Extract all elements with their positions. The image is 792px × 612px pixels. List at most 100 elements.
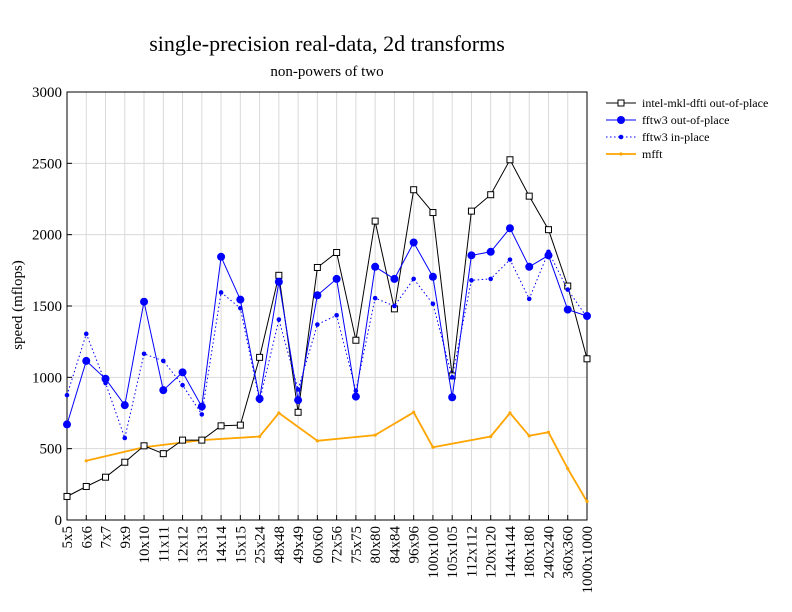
- data-point: [430, 301, 436, 307]
- data-point: [506, 156, 514, 164]
- data-point: [546, 430, 551, 434]
- data-point: [159, 386, 168, 395]
- x-tick-label: 144x144: [503, 526, 519, 579]
- x-tick-label: 10x10: [137, 526, 153, 564]
- x-tick-label: 240x240: [541, 526, 557, 579]
- x-tick-label: 105x105: [445, 526, 461, 579]
- data-point: [315, 322, 320, 327]
- data-point: [140, 442, 148, 450]
- series-line: [66, 250, 588, 440]
- data-point: [64, 392, 70, 398]
- data-point: [583, 355, 591, 363]
- data-point: [527, 434, 531, 438]
- x-tick-label: 360x360: [561, 526, 577, 579]
- data-point: [618, 134, 624, 140]
- legend-item: fftw3 in-place: [606, 130, 709, 144]
- data-point: [563, 305, 572, 314]
- x-tick-label: 84x84: [387, 526, 403, 564]
- chart-subtitle: non-powers of two: [270, 64, 383, 80]
- legend: intel-mkl-dfti out-of-place fftw3 out-of-…: [606, 96, 768, 161]
- data-point: [198, 436, 206, 444]
- data-point: [469, 278, 474, 283]
- data-point: [313, 263, 321, 271]
- data-point: [390, 274, 399, 283]
- data-point: [218, 290, 224, 295]
- data-point: [412, 410, 416, 414]
- data-point: [334, 312, 339, 318]
- series-fftw3-out-of-place: [63, 224, 591, 429]
- data-point: [488, 276, 494, 282]
- x-tick-label: 96x96: [407, 526, 423, 564]
- y-tick-label: 500: [40, 442, 63, 458]
- data-point: [236, 421, 244, 429]
- data-point: [351, 392, 360, 401]
- data-point: [544, 226, 552, 234]
- y-tick-label: 1500: [32, 299, 62, 315]
- legend-label: fftw3 in-place: [642, 130, 709, 144]
- data-point: [566, 467, 570, 471]
- series-line: [66, 158, 588, 497]
- data-point: [179, 436, 187, 444]
- data-point: [507, 257, 513, 262]
- data-point: [276, 317, 282, 322]
- x-tick-label: 120x120: [484, 526, 500, 579]
- x-tick-label: 80x80: [368, 526, 384, 564]
- data-point: [565, 287, 571, 292]
- data-point: [159, 450, 167, 458]
- data-point: [160, 358, 166, 364]
- data-point: [617, 99, 625, 107]
- data-point: [371, 262, 380, 271]
- x-ticks: 5x5 6x6 7x7 9x9 10x10 11x11 12x12 13x13 14x14 15x…: [60, 515, 596, 594]
- x-tick-label: 100x100: [426, 526, 442, 579]
- data-point: [505, 224, 514, 233]
- data-point: [431, 445, 435, 449]
- data-point: [372, 295, 378, 301]
- y-tick-label: 0: [55, 513, 63, 529]
- y-ticks: 0 500 1000 1500 2000 2500 3000: [32, 85, 72, 529]
- data-point: [449, 375, 455, 380]
- x-tick-label: 1000x1000: [580, 526, 596, 594]
- data-point: [102, 473, 110, 481]
- data-point: [508, 411, 512, 415]
- data-point: [313, 291, 322, 300]
- data-point: [373, 433, 377, 437]
- x-tick-label: 7x7: [99, 526, 115, 549]
- data-point: [619, 152, 623, 156]
- chart-title: single-precision real-data, 2d transform…: [149, 31, 505, 56]
- series-intel-mkl-dfti-out-of-place: [63, 156, 591, 500]
- y-tick-label: 2500: [32, 156, 62, 172]
- y-tick-label: 1000: [32, 370, 62, 386]
- x-tick-label: 5x5: [60, 526, 76, 549]
- x-tick-label: 49x49: [291, 526, 307, 564]
- data-point: [274, 277, 283, 286]
- data-point: [83, 331, 89, 337]
- data-point: [448, 393, 457, 402]
- data-point: [217, 252, 226, 261]
- data-point: [140, 297, 149, 306]
- series-line: [66, 227, 588, 425]
- data-point: [257, 434, 262, 439]
- data-point: [255, 394, 264, 403]
- data-point: [63, 492, 71, 500]
- x-tick-label: 72x56: [330, 526, 346, 564]
- data-point: [467, 207, 475, 215]
- data-point: [178, 368, 187, 377]
- data-point: [489, 434, 493, 439]
- x-tick-label: 13x13: [195, 526, 211, 564]
- data-point: [410, 186, 418, 194]
- data-point: [315, 439, 319, 443]
- data-point: [294, 396, 303, 405]
- series-fftw3-in-place: [64, 249, 590, 441]
- legend-label: fftw3 out-of-place: [642, 113, 729, 127]
- y-axis-label: speed (mflops): [10, 260, 26, 350]
- legend-item: intel-mkl-dfti out-of-place: [606, 96, 768, 110]
- x-tick-label: 112x112: [464, 526, 480, 577]
- data-point: [101, 374, 110, 383]
- data-point: [294, 408, 302, 416]
- data-point: [392, 303, 397, 309]
- data-point: [82, 482, 90, 490]
- x-tick-label: 48x48: [272, 526, 288, 564]
- legend-item: fftw3 out-of-place: [606, 113, 729, 127]
- y-tick-label: 3000: [32, 85, 62, 101]
